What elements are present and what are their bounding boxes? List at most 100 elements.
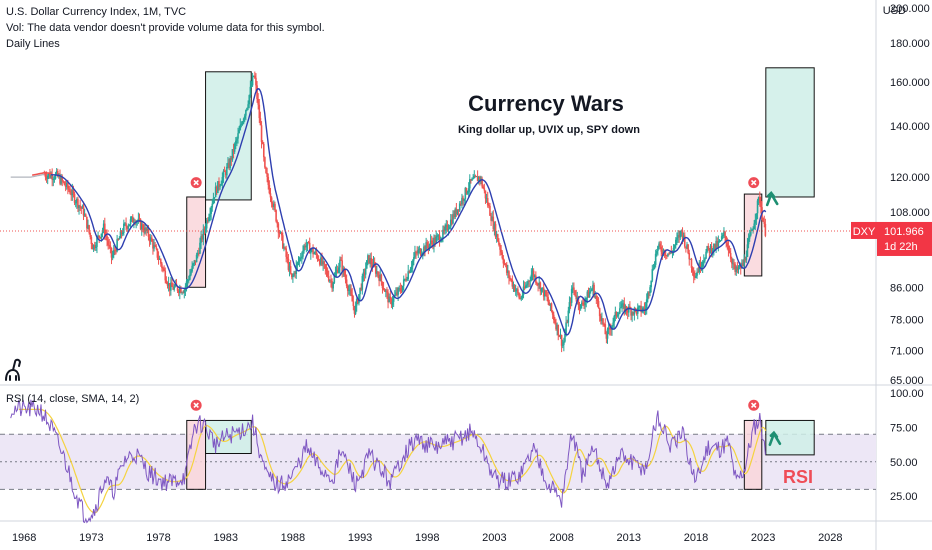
candle-body bbox=[668, 253, 670, 255]
candle-body bbox=[483, 188, 486, 191]
candle-body bbox=[531, 270, 534, 275]
candle-body bbox=[654, 253, 657, 265]
tradingview-logo[interactable] bbox=[5, 358, 22, 381]
candle-body bbox=[692, 271, 695, 277]
candle-body bbox=[280, 232, 283, 236]
candle-body bbox=[547, 297, 549, 303]
indicator-legend[interactable]: Daily Lines bbox=[6, 38, 60, 50]
candle-body bbox=[329, 280, 331, 282]
candle-body bbox=[371, 264, 374, 267]
candle-body bbox=[341, 260, 343, 272]
annotation-subtitle[interactable]: King dollar up, UVIX up, SPY down bbox=[458, 124, 640, 136]
price-warning-icon-0[interactable] bbox=[190, 177, 202, 189]
candle-body bbox=[643, 307, 646, 310]
last-price-tag[interactable]: DXY 101.966 1d 22h bbox=[851, 221, 932, 256]
rsi-warning-icon-0[interactable] bbox=[190, 399, 202, 411]
candle-body bbox=[667, 253, 669, 256]
candle-body bbox=[301, 256, 303, 258]
candle-body bbox=[359, 287, 361, 295]
candle-body bbox=[350, 289, 352, 295]
candle-body bbox=[80, 207, 83, 209]
candle-body bbox=[398, 288, 401, 289]
candle-body bbox=[78, 205, 80, 209]
candle-body bbox=[304, 245, 307, 248]
candle-body bbox=[538, 282, 541, 286]
rsi-annotation-label[interactable]: RSI bbox=[783, 467, 813, 487]
candle-body bbox=[245, 110, 247, 116]
candle-body bbox=[117, 239, 120, 241]
candle-body bbox=[705, 251, 707, 259]
rsi-green-box-3[interactable] bbox=[765, 419, 815, 456]
candle-body bbox=[555, 322, 557, 330]
candle-body bbox=[200, 236, 202, 243]
candle-body bbox=[259, 118, 262, 126]
rsi-warning-icon-1[interactable] bbox=[748, 399, 760, 411]
time-tick-label: 1993 bbox=[348, 532, 372, 544]
candle-body bbox=[659, 243, 661, 247]
annotation-title[interactable]: Currency Wars bbox=[468, 91, 624, 116]
candle-body bbox=[682, 235, 685, 239]
candle-body bbox=[417, 250, 420, 254]
candle-body bbox=[395, 292, 397, 295]
candle-body bbox=[348, 290, 350, 291]
candle-body bbox=[716, 240, 719, 247]
candle-body bbox=[214, 186, 217, 198]
candle-body bbox=[503, 263, 506, 265]
candle-body bbox=[183, 290, 186, 293]
candle-body bbox=[55, 170, 58, 174]
rsi-tick-label: 75.00 bbox=[890, 422, 918, 434]
candle-body bbox=[549, 303, 552, 306]
candle-body bbox=[703, 260, 705, 262]
price-green-box-3[interactable] bbox=[765, 67, 815, 198]
candle-body bbox=[560, 335, 563, 346]
candle-body bbox=[167, 283, 170, 286]
candle-body bbox=[307, 242, 310, 243]
candle-body bbox=[261, 141, 264, 144]
candle-body bbox=[170, 282, 172, 291]
candle-body bbox=[601, 318, 603, 321]
candle-body bbox=[116, 239, 118, 252]
time-tick-label: 1978 bbox=[146, 532, 170, 544]
candle-body bbox=[152, 241, 154, 249]
candle-body bbox=[262, 143, 265, 158]
candle-body bbox=[332, 282, 335, 289]
candle-body bbox=[358, 294, 360, 304]
candle-body bbox=[336, 269, 339, 273]
candle-body bbox=[365, 260, 368, 269]
candle-body bbox=[624, 306, 627, 313]
price-red-box-0[interactable] bbox=[186, 196, 207, 288]
rsi-line bbox=[10, 399, 766, 524]
candle-body bbox=[490, 215, 492, 221]
candle-body bbox=[502, 258, 505, 264]
candle-body bbox=[645, 299, 648, 309]
candle-body bbox=[218, 181, 220, 187]
rsi-tick-label: 100.00 bbox=[890, 388, 924, 400]
price-warning-icon-1[interactable] bbox=[748, 177, 760, 189]
rsi-legend[interactable]: RSI (14, close, SMA, 14, 2) bbox=[6, 393, 140, 405]
candle-body bbox=[406, 279, 408, 281]
price-green-box-1[interactable] bbox=[205, 71, 252, 201]
candle-body bbox=[400, 290, 403, 292]
candle-body bbox=[686, 244, 688, 248]
candle-body bbox=[286, 256, 289, 259]
candle-body bbox=[333, 275, 336, 283]
candle-body bbox=[708, 248, 711, 253]
candle-body bbox=[344, 275, 347, 280]
candle-body bbox=[586, 291, 589, 298]
candle-body bbox=[303, 245, 305, 251]
candle-body bbox=[602, 318, 604, 325]
price-up-arrow-icon-2[interactable] bbox=[765, 190, 779, 207]
rsi-up-arrow-icon-2[interactable] bbox=[768, 430, 782, 447]
candle-body bbox=[677, 235, 679, 238]
rsi-red-box-0[interactable] bbox=[186, 419, 207, 490]
candle-body bbox=[370, 258, 373, 265]
candle-body bbox=[741, 263, 743, 269]
candle-body bbox=[204, 228, 207, 230]
candle-body bbox=[603, 324, 605, 325]
candle-body bbox=[745, 256, 748, 261]
candle-body bbox=[130, 216, 133, 220]
candle-body bbox=[508, 271, 510, 278]
candle-body bbox=[580, 302, 583, 305]
candle-body bbox=[414, 252, 416, 258]
